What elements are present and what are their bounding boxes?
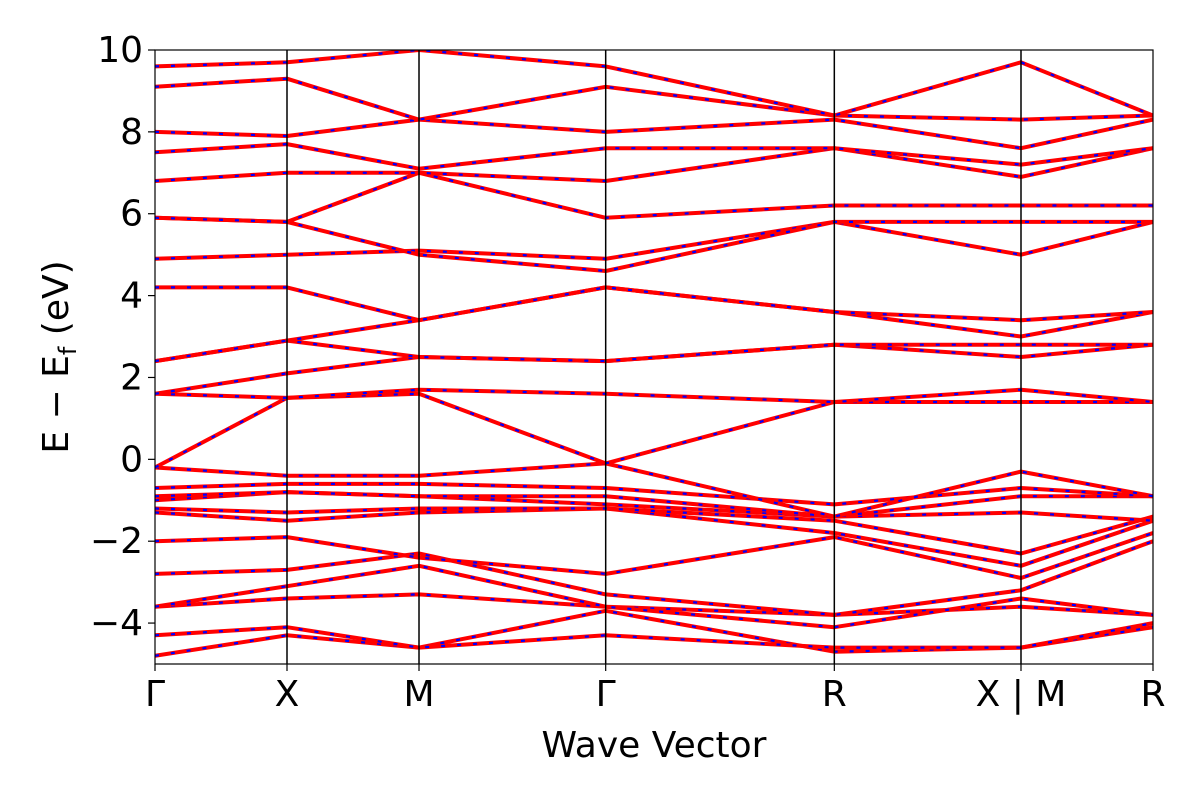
plot-frame	[154, 49, 1154, 665]
y-tick-label-2: 6	[120, 194, 143, 235]
x-axis-title: Wave Vector	[542, 725, 767, 766]
y-axis-title-unit: (eV)	[36, 260, 77, 346]
y-tick-label-3: 4	[120, 276, 143, 317]
y-tick-label-5: 0	[120, 439, 143, 480]
y-axis-title-subscript: f	[54, 346, 82, 355]
x-axis-ticks: Γ X M Γ R X | M R	[145, 664, 1166, 715]
y-axis-title: E − Ef (eV)	[36, 260, 82, 453]
y-axis-title-main: E − E	[36, 355, 77, 454]
x-tick-label-6: R	[1140, 674, 1165, 715]
x-tick-label-1: X	[275, 674, 300, 715]
x-tick-label-0: Γ	[145, 674, 165, 715]
y-tick-label-1: 8	[120, 112, 143, 153]
x-tick-label-2: M	[403, 674, 434, 715]
x-tick-label-3: Γ	[596, 674, 616, 715]
y-tick-label-4: 2	[120, 357, 143, 398]
y-tick-label-7: −4	[90, 603, 143, 644]
x-tick-label-4: R	[822, 674, 847, 715]
y-tick-label-0: 10	[97, 30, 143, 71]
x-tick-label-5: X | M	[976, 674, 1067, 715]
y-tick-label-6: −2	[90, 521, 143, 562]
k-point-lines	[286, 50, 1022, 664]
y-axis-ticks: 10 8 6 4 2 0 −2 −4	[90, 30, 155, 644]
